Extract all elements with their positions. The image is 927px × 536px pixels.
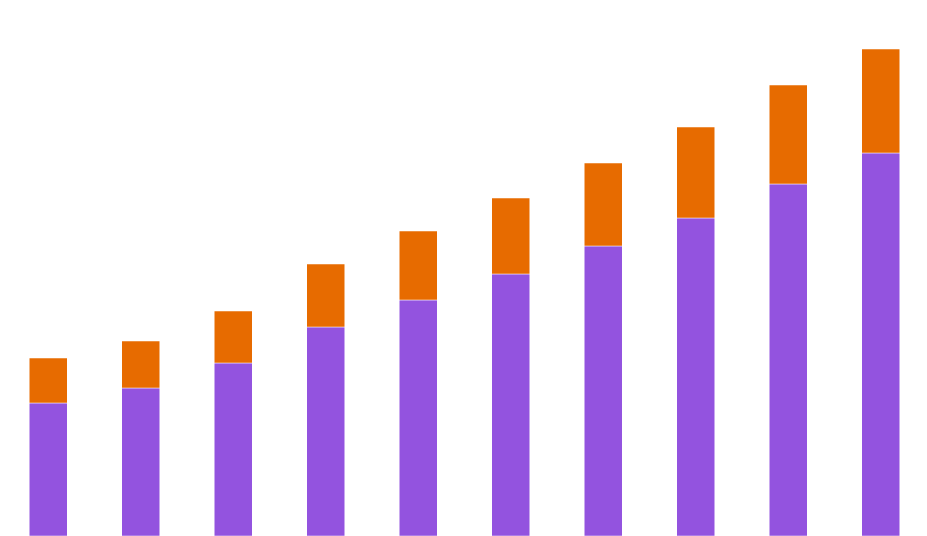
bar-segment (769, 183, 808, 536)
bar-segment (29, 357, 68, 404)
bar-segment (121, 340, 160, 389)
bar-segment (214, 362, 253, 536)
bar-segment (861, 48, 900, 154)
bar-segment (29, 402, 68, 536)
bar-segment (121, 387, 160, 536)
bar-segment (491, 273, 530, 536)
bar-segment (676, 126, 715, 219)
bar-segment (676, 217, 715, 536)
bar-segment (306, 326, 345, 536)
bar-segment (584, 245, 623, 536)
bar-segment (214, 310, 253, 364)
bar-segment (861, 152, 900, 536)
bar-segment (491, 197, 530, 275)
bar-segment (306, 263, 345, 328)
bar-segment (584, 162, 623, 247)
bar-segment (399, 230, 438, 301)
bar-segment (769, 84, 808, 185)
bar-segment (399, 299, 438, 536)
